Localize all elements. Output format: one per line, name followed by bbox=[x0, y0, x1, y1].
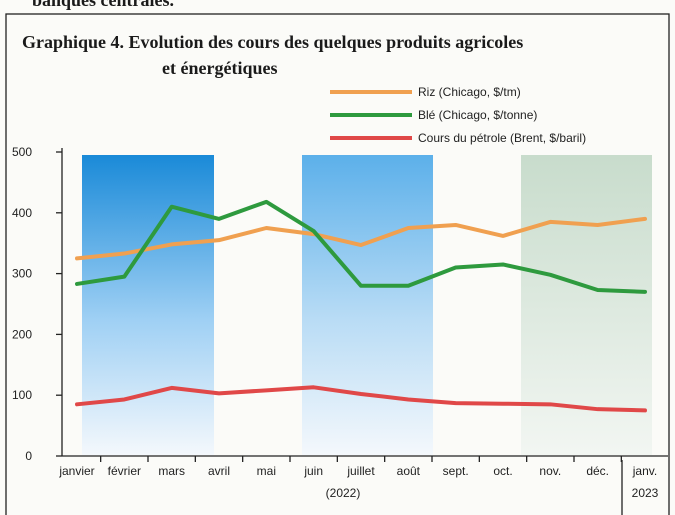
y-tick-label: 400 bbox=[12, 206, 32, 220]
x-tick-label: avril bbox=[208, 464, 230, 478]
line-series bbox=[75, 199, 647, 294]
chart-title: Graphique 4. Evolution des cours des que… bbox=[22, 32, 523, 52]
frame bbox=[5, 13, 670, 515]
x-tick-label: janv. bbox=[632, 464, 657, 478]
x-tick-label: sept. bbox=[443, 464, 469, 478]
legend-label: Blé (Chicago, $/tonne) bbox=[418, 108, 537, 122]
x-tick-label: mai bbox=[257, 464, 276, 478]
x-tick-label: août bbox=[397, 464, 421, 478]
shading bbox=[82, 155, 214, 455]
x-tick-label: juillet bbox=[346, 464, 375, 478]
chart-title: et énergétiques bbox=[162, 58, 277, 78]
x-tick-label: janvier bbox=[58, 464, 94, 478]
y-tick-label: 100 bbox=[12, 388, 32, 402]
legend-label: Cours du pétrole (Brent, $/baril) bbox=[418, 131, 586, 145]
x-tick-label: déc. bbox=[586, 464, 609, 478]
x-tick-label: nov. bbox=[539, 464, 561, 478]
y-tick-label: 500 bbox=[12, 145, 32, 159]
x-tick-label: oct. bbox=[493, 464, 512, 478]
y-tick-label: 200 bbox=[12, 327, 32, 341]
x-tick-label: juin bbox=[303, 464, 323, 478]
year-label: (2022) bbox=[326, 486, 361, 500]
shading bbox=[302, 155, 433, 455]
x-tick-label: février bbox=[108, 464, 141, 478]
y-tick-label: 0 bbox=[25, 449, 32, 463]
y-tick-label: 300 bbox=[12, 267, 32, 281]
year-label: 2023 bbox=[632, 486, 659, 500]
line-series bbox=[75, 216, 647, 261]
line-series bbox=[75, 385, 647, 413]
header-text: banques centrales. bbox=[32, 0, 174, 10]
x-tick-label: mars bbox=[158, 464, 185, 478]
legend-label: Riz (Chicago, $/tm) bbox=[418, 85, 521, 99]
